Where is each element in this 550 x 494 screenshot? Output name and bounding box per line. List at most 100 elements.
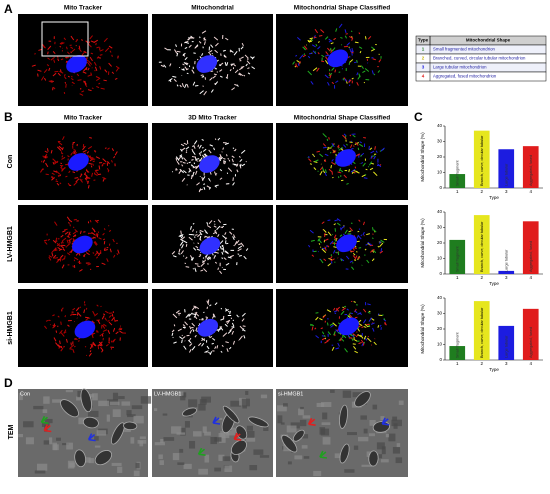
mito-strand [379, 241, 381, 244]
mito-strand [96, 46, 100, 49]
mito-strand [94, 170, 99, 175]
mito-strand [95, 219, 99, 222]
mito-strand [102, 324, 106, 329]
mito-strand [55, 237, 58, 242]
texture [342, 390, 352, 398]
mito-strand [218, 64, 222, 67]
mito-strand [357, 328, 361, 332]
mito-strand [210, 89, 214, 93]
mito-strand [309, 229, 314, 234]
mito-strand [53, 59, 56, 63]
texture [66, 442, 73, 450]
mito-strand [354, 339, 358, 342]
texture [298, 408, 304, 416]
mito-strand [94, 172, 96, 174]
texture [25, 437, 34, 445]
mito-strand [370, 248, 375, 253]
mito-strand [171, 332, 174, 336]
mito-strand [241, 318, 245, 322]
mito-strand [362, 231, 365, 236]
mito-strand [380, 248, 383, 252]
mito-strand [370, 48, 375, 52]
mito-strand [112, 238, 115, 243]
mito-strand [340, 36, 343, 39]
mito-strand [202, 176, 206, 180]
mito-strand [53, 337, 57, 342]
mito-strand [243, 255, 247, 260]
mito-strand [99, 66, 102, 70]
mito-strand [110, 340, 113, 343]
mitochondrion [222, 405, 240, 424]
mito-strand [188, 161, 191, 164]
mito-strand [214, 229, 217, 232]
mito-strand [69, 184, 72, 187]
mito-strand [214, 302, 218, 306]
mito-strand [73, 150, 77, 155]
mito-strand [333, 223, 337, 226]
mito-strand [44, 325, 48, 329]
mito-strand [72, 230, 78, 235]
mito-strand [230, 63, 234, 67]
texture [109, 401, 120, 406]
mito-strand [213, 36, 219, 41]
mito-strand [206, 225, 212, 229]
mito-strand [319, 317, 323, 321]
nucleus [74, 320, 96, 339]
mito-strand [37, 69, 42, 72]
mito-strand [238, 335, 243, 341]
mito-strand [368, 310, 371, 313]
mito-strand [229, 68, 232, 72]
texture [127, 414, 136, 418]
mito-strand [362, 162, 366, 167]
mito-strand [298, 61, 301, 65]
mito-strand [63, 331, 67, 334]
mito-strand [113, 156, 116, 159]
mito-strand [331, 47, 336, 52]
mito-strand [324, 246, 327, 251]
mito-strand [192, 222, 195, 225]
mito-strand [340, 227, 342, 231]
mito-strand [56, 182, 60, 186]
mito-strand [169, 63, 172, 67]
mito-strand [44, 241, 48, 245]
mito-strand [92, 310, 96, 316]
mito-strand [331, 159, 334, 162]
mito-strand [189, 325, 192, 330]
mito-strand [297, 63, 300, 67]
mito-strand [85, 170, 90, 173]
mito-strand [70, 342, 72, 346]
mito-strand [107, 147, 110, 150]
mito-strand [239, 159, 243, 163]
mito-strand [337, 342, 340, 347]
texture [139, 436, 146, 439]
mito-strand [179, 336, 184, 340]
mito-strand [91, 87, 94, 90]
mito-strand [380, 147, 385, 152]
texture [23, 421, 34, 428]
mito-strand [96, 256, 99, 259]
mito-strand [204, 350, 209, 353]
mito-strand [323, 335, 326, 337]
mito-strand [91, 334, 94, 339]
mito-strand [333, 331, 336, 336]
texture [241, 398, 250, 407]
mito-strand [333, 250, 336, 254]
mito-strand [232, 319, 235, 322]
mito-strand [81, 90, 85, 93]
mito-strand [50, 149, 53, 154]
mito-strand [379, 324, 382, 327]
nucleus [335, 149, 356, 167]
mito-strand [60, 321, 62, 325]
mito-strand [353, 145, 355, 147]
texture [392, 416, 398, 421]
mito-strand [71, 48, 76, 53]
texture [253, 449, 264, 455]
y-tick-label: 10 [437, 256, 443, 261]
mito-strand [181, 164, 184, 167]
texture [89, 394, 94, 398]
texture [322, 412, 328, 420]
mitochondrion [368, 450, 379, 467]
mito-strand [67, 235, 70, 239]
mito-strand [371, 258, 375, 262]
mito-strand [197, 265, 200, 268]
